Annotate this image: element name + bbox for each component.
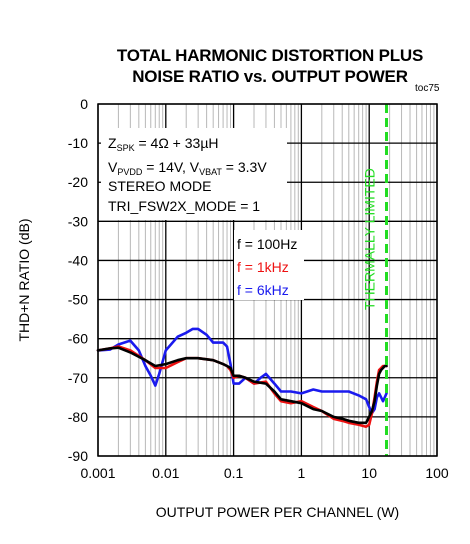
x-tick-label: 0.1 [224, 465, 244, 481]
series-line-3 [96, 327, 388, 415]
condition-supply: VPVDD = 14V, VVBAT = 3.3V [108, 159, 267, 177]
legend-entry-2: f = 1kHz [237, 259, 289, 275]
thermal-limit-label: THERMALLY LIMITED [362, 168, 378, 310]
legend-entry-1: f = 100Hz [237, 236, 297, 252]
x-tick-label: 0.01 [152, 465, 179, 481]
y-tick-label: -10 [68, 135, 88, 151]
condition-fsw-mode: TRI_FSW2X_MODE = 1 [108, 198, 260, 214]
y-tick-label: -60 [68, 331, 88, 347]
series-line-1 [96, 346, 388, 425]
plot-frame [97, 103, 438, 457]
legend-backdrop [234, 230, 304, 300]
x-tick-label: 1 [298, 465, 306, 481]
y-tick-label: -80 [68, 409, 88, 425]
chart-title-line-1: TOTAL HARMONIC DISTORTION PLUS [116, 46, 424, 65]
conditions-backdrop [101, 128, 287, 220]
y-axis-label: THD+N RATIO (dB) [16, 218, 32, 341]
y-tick-label: -30 [68, 213, 88, 229]
condition-mode: STEREO MODE [108, 178, 211, 194]
y-tick-label: -70 [68, 370, 88, 386]
y-tick-label: -40 [68, 252, 88, 268]
y-tick-label: 0 [80, 96, 88, 112]
y-tick-label: -50 [68, 292, 88, 308]
x-tick-label: 0.001 [80, 465, 115, 481]
figure-id: toc75 [415, 83, 440, 94]
x-tick-label: 10 [361, 465, 377, 481]
x-axis-label: OUTPUT POWER PER CHANNEL (W) [156, 504, 399, 520]
condition-impedance: ZSPK = 4Ω + 33µH [108, 135, 219, 153]
chart-title-line-2: NOISE RATIO vs. OUTPUT POWER [132, 67, 408, 86]
y-tick-label: -20 [68, 174, 88, 190]
x-tick-label: 100 [425, 465, 449, 481]
y-tick-label: -90 [68, 448, 88, 464]
legend-entry-3: f = 6kHz [237, 282, 289, 298]
